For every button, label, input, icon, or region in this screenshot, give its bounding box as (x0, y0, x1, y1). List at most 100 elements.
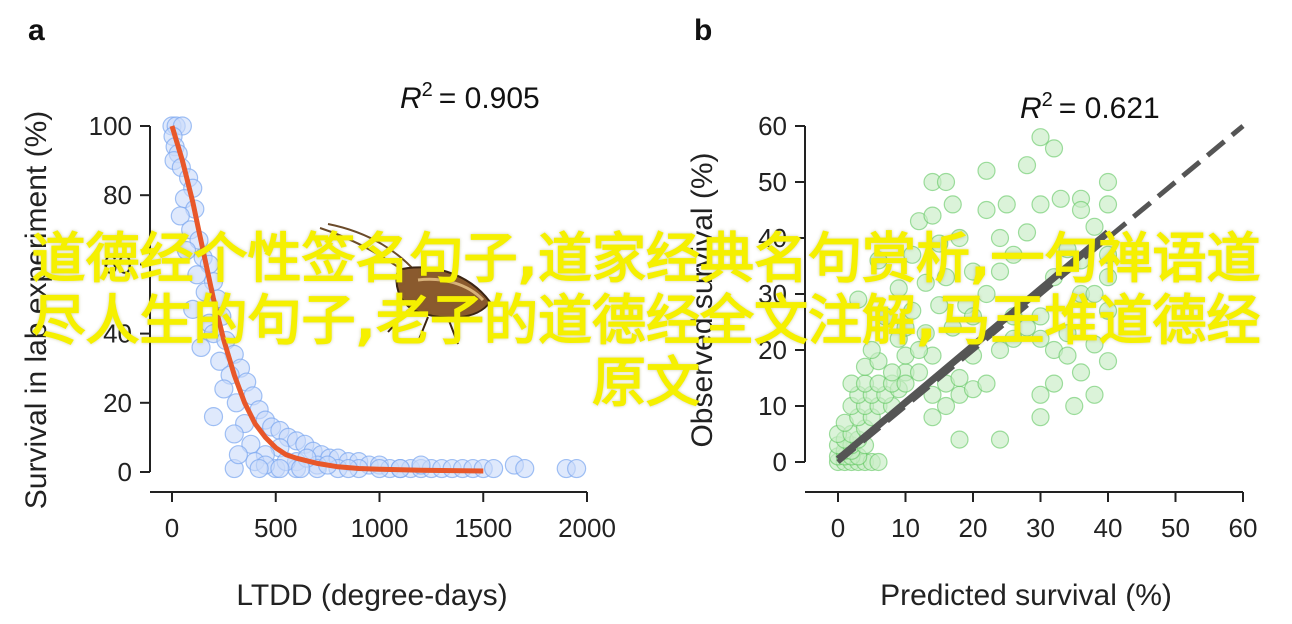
r2-annotation-b: R2 = 0.621 (1020, 89, 1160, 125)
scatter-point-a (224, 424, 244, 444)
fit-line-b (835, 229, 1111, 462)
insect-illustration (319, 223, 492, 345)
scatter-point-b (936, 172, 956, 192)
scatter-points-a (162, 116, 587, 479)
scatter-point-b (997, 195, 1016, 214)
scatter-point-b (1098, 301, 1118, 320)
scatter-point-b (923, 385, 942, 404)
scatter-point-b (930, 234, 949, 253)
scatter-point-b (1004, 329, 1023, 348)
scatter-point-b (977, 200, 996, 220)
b-x-tick-label: 50 (1161, 513, 1190, 543)
scatter-point-b (862, 340, 881, 360)
axes-b: 0 10 20 30 40 50 60 0 10 20 30 40 50 60 (758, 111, 1257, 543)
b-y-tick-label: 10 (758, 391, 787, 421)
scatter-point-b (1017, 156, 1037, 175)
scatter-point-b (1044, 374, 1064, 393)
x-axis-title-a: LTDD (degree-days) (236, 579, 507, 612)
scatter-point-b (1017, 223, 1037, 242)
scatter-point-b (1098, 245, 1118, 264)
a-x-tick-label: 1500 (454, 513, 512, 543)
scatter-point-b (950, 228, 969, 248)
b-y-tick-label: 0 (773, 447, 787, 477)
scatter-point-b (1071, 363, 1091, 382)
b-x-tick-label: 0 (831, 513, 845, 543)
scatter-point-b (1098, 268, 1118, 287)
x-axis-title-b: Predicted survival (%) (880, 579, 1172, 612)
scatter-point-a (270, 458, 290, 479)
scatter-point-b (923, 408, 942, 427)
y-axis-title-b: Observed survival (%) (686, 152, 719, 447)
scatter-point-b (1065, 396, 1084, 416)
b-y-tick-label: 60 (758, 111, 787, 141)
scatter-point-b (943, 195, 962, 214)
scatter-point-b (990, 262, 1010, 281)
overlay-caption: 道德经个性签名句子,道家经典名句赏析,一句禅语道尽人生的句子,老子的道德经全文注… (31, 227, 1261, 414)
scatter-point-b (849, 290, 868, 309)
scatter-point-b (936, 268, 956, 287)
scatter-point-b (1031, 329, 1050, 348)
scatter-point-a (567, 458, 587, 479)
a-x-tick-label: 1000 (351, 513, 409, 543)
scatter-point-b (963, 262, 983, 281)
scatter-point-b (990, 340, 1010, 360)
scatter-point-b (943, 318, 962, 337)
scatter-point-b (1085, 385, 1104, 404)
a-y-tick-label: 100 (89, 111, 132, 141)
scatter-point-b (1085, 217, 1104, 236)
a-y-tick-label: 40 (103, 319, 132, 349)
scatter-point-b (1004, 245, 1023, 264)
scatter-point-b (1031, 408, 1050, 427)
scatter-point-b (990, 228, 1010, 248)
scatter-point-a (214, 379, 234, 399)
fit-curve-a (169, 125, 484, 474)
scatter-point-b (950, 368, 969, 388)
panel-label-b: b (694, 14, 712, 47)
scatter-point-b (1058, 346, 1077, 365)
scatter-point-b (1098, 195, 1118, 214)
b-y-tick-label: 50 (758, 167, 787, 197)
scatter-point-b (916, 324, 935, 343)
scatter-point-a (515, 458, 535, 479)
scatter-point-b (909, 363, 929, 382)
scatter-point-b (1058, 324, 1077, 343)
a-x-tick-label: 0 (165, 513, 179, 543)
scatter-point-b (903, 301, 922, 320)
scatter-point-b (1017, 318, 1037, 337)
scatter-point-b (1031, 128, 1050, 147)
scatter-point-a (176, 240, 197, 261)
scatter-point-b (977, 284, 996, 304)
a-y-tick-label: 60 (103, 249, 132, 279)
scatter-point-b (977, 374, 996, 393)
scatter-point-b (896, 374, 915, 393)
scatter-point-b (1071, 200, 1091, 220)
scatter-point-b (1058, 240, 1077, 259)
scatter-point-b (869, 452, 888, 472)
a-x-tick-label: 500 (254, 513, 297, 543)
scatter-point-b (930, 296, 949, 315)
scatter-point-b (916, 273, 935, 292)
b-x-tick-label: 10 (891, 513, 920, 543)
scatter-point-b (1031, 195, 1050, 214)
scatter-point-b (882, 363, 902, 382)
scatter-point-b (936, 396, 956, 416)
scatter-point-b (896, 318, 915, 337)
y-axis-title-a: Survival in lab experiment (%) (20, 111, 53, 509)
scatter-point-b (1098, 172, 1118, 192)
scatter-point-b (1031, 307, 1050, 326)
scatter-point-b (990, 430, 1010, 449)
scatter-point-b (909, 340, 929, 360)
scatter-point-a (183, 299, 203, 319)
scatter-point-b (950, 430, 969, 449)
b-x-tick-label: 60 (1229, 513, 1258, 543)
scatter-point-b (869, 251, 888, 270)
scatter-point-a (191, 337, 211, 358)
scatter-point-b (1051, 189, 1070, 208)
panel-a: a R2 = 0.905 LTDD (degree-days) Survival … (20, 14, 616, 612)
scatter-point-a (170, 206, 190, 226)
b-x-tick-label: 30 (1026, 513, 1055, 543)
scatter-point-b (1031, 385, 1050, 404)
a-x-tick-label: 2000 (558, 513, 616, 543)
